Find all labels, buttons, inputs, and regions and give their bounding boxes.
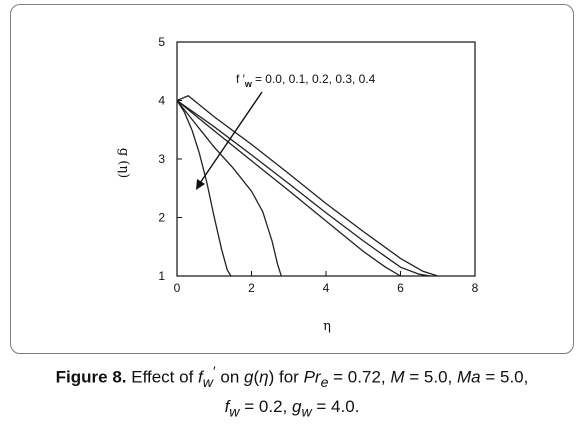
y-tick-label: 3 [158,152,165,166]
arrow-head-icon [196,179,205,190]
x-tick-label: 4 [323,281,330,295]
caption-line-1: Figure 8. Effect of fw′ on g(η) for Pre … [55,364,529,392]
x-tick-label: 8 [472,281,479,295]
x-tick-label: 0 [174,281,181,295]
annotation-label: f ′w = 0.0, 0.1, 0.2, 0.3, 0.4 [236,72,376,89]
y-tick-label: 1 [158,269,165,283]
y-tick-label: 4 [158,94,165,108]
y-tick-label: 2 [158,211,165,225]
x-tick-label: 6 [397,281,404,295]
chart: 0 2 4 6 8 1 2 3 4 5 g (η) η f ′w = 0.0, 0.1, 0.2, … [116,35,479,334]
series-line-2 [176,100,282,277]
x-axis-label: η [323,319,331,334]
caption-line-2: fw = 0.2, gw = 4.0. [224,397,360,421]
series-line-5 [176,95,438,277]
series-lines [176,95,438,277]
y-tick-label: 5 [158,35,165,49]
x-tick-label: 2 [248,281,255,295]
annotation: f ′w = 0.0, 0.1, 0.2, 0.3, 0.4 [196,72,376,190]
series-line-1 [176,100,232,277]
figure-frame [10,4,574,354]
series-line-4 [176,99,431,277]
y-axis-label: g (η) [116,148,131,178]
figure-caption: Figure 8. Effect of fw′ on g(η) for Pre … [0,361,584,424]
annotation-arrow [197,91,263,187]
ticks: 0 2 4 6 8 1 2 3 4 5 [158,35,478,295]
series-line-3 [176,99,401,277]
